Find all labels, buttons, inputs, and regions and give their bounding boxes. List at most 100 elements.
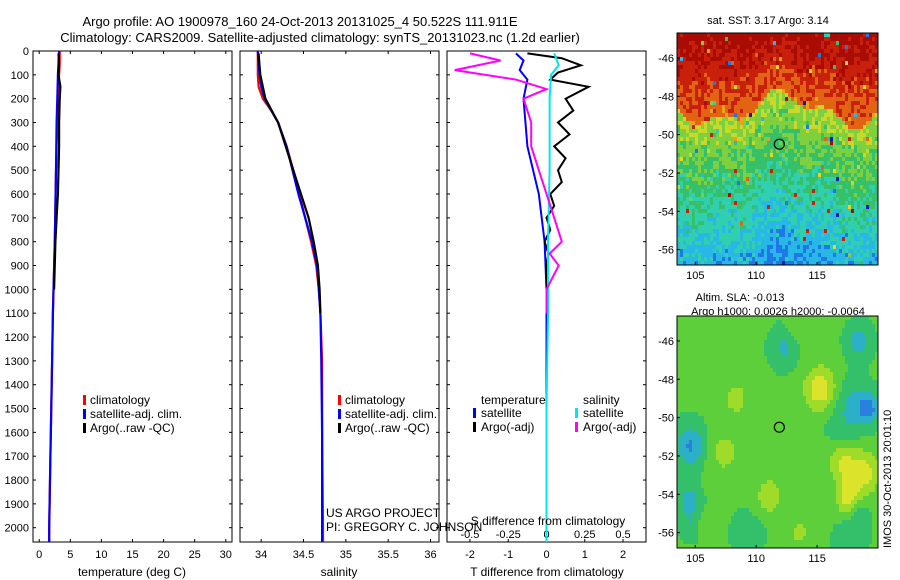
map-cell: [758, 45, 762, 50]
map-cell: [743, 153, 747, 158]
map-cell: [800, 213, 804, 218]
map-cell: [845, 125, 849, 130]
map-cell: [764, 356, 768, 361]
map-cell: [701, 189, 705, 194]
map-cell: [689, 237, 693, 242]
map-cell: [806, 89, 810, 94]
map-cell: [800, 261, 804, 266]
map-cell: [857, 105, 861, 110]
map-cell: [860, 217, 864, 222]
map-cell: [755, 328, 759, 333]
map-cell: [725, 237, 729, 242]
map-cell: [842, 209, 846, 214]
map-cell: [737, 97, 741, 102]
map-cell: [773, 149, 777, 154]
map-cell: [737, 316, 741, 321]
map-cell: [740, 153, 744, 158]
map-cell: [788, 173, 792, 178]
map-cell: [785, 352, 789, 357]
map-cell: [779, 205, 783, 210]
map-cell: [827, 193, 831, 198]
map-cell: [719, 33, 723, 38]
map-cell: [815, 133, 819, 138]
map-cell: [830, 205, 834, 210]
map-cell: [791, 57, 795, 62]
map-cell: [758, 117, 762, 122]
map-cell: [707, 217, 711, 222]
map-cell: [797, 360, 801, 365]
map-cell: [770, 173, 774, 178]
map-cell: [854, 157, 858, 162]
map-cell: [794, 253, 798, 258]
map-cell: [743, 145, 747, 150]
map-cell: [707, 161, 711, 166]
map-cell: [803, 340, 807, 345]
map-cell: [815, 121, 819, 126]
map-cell: [701, 253, 705, 258]
map-cell: [755, 245, 759, 250]
map-cell: [872, 229, 876, 234]
map-cell: [860, 193, 864, 198]
map-cell: [866, 348, 870, 353]
map-cell: [806, 352, 810, 357]
map-cell: [839, 177, 843, 182]
map-cell: [773, 81, 777, 86]
map-cell: [758, 185, 762, 190]
map-cell: [710, 344, 714, 349]
map-cell: [701, 33, 705, 38]
map-cell: [788, 89, 792, 94]
map-cell: [836, 33, 840, 38]
map-cell: [839, 344, 843, 349]
map-cell: [755, 181, 759, 186]
temperature-plot: 0 5 10 15 20 25 30: [33, 50, 232, 561]
map-cell: [680, 145, 684, 150]
map-cell: [836, 97, 840, 102]
map-cell: [818, 53, 822, 58]
map-cell: [806, 33, 810, 38]
map-cell: [749, 69, 753, 74]
map-cell: [824, 324, 828, 329]
map-cell: [752, 237, 756, 242]
map-cell: [770, 257, 774, 262]
map-cell: [716, 53, 720, 58]
map-cell: [821, 61, 825, 66]
map-cell: [845, 324, 849, 329]
map-cell: [731, 109, 735, 114]
map-cell: [860, 97, 864, 102]
map-cell: [740, 320, 744, 325]
map-cell: [815, 41, 819, 46]
map-cell: [680, 113, 684, 118]
map-cell: [686, 324, 690, 329]
map-cell: [842, 328, 846, 333]
sst-map-title: sat. SST: 3.17 Argo: 3.14: [707, 15, 829, 27]
map-cell: [731, 125, 735, 130]
map-cell: [770, 153, 774, 158]
map-cell: [803, 257, 807, 262]
map-cell: [680, 324, 684, 329]
map-cell: [716, 209, 720, 214]
map-cell: [713, 189, 717, 194]
map-cell: [791, 113, 795, 118]
map-cell: [749, 77, 753, 82]
map-cell: [866, 193, 870, 198]
map-cell: [821, 253, 825, 258]
map-cell: [677, 121, 681, 126]
map-cell: [722, 364, 726, 369]
map-cell: [731, 221, 735, 226]
map-cell: [779, 324, 783, 329]
map-cell: [863, 33, 867, 38]
map-cell: [776, 45, 780, 50]
map-cell: [794, 225, 798, 230]
map-cell: [797, 193, 801, 198]
map-cell: [686, 65, 690, 70]
map-cell: [722, 129, 726, 134]
map-cell: [749, 37, 753, 42]
map-cell: [845, 185, 849, 190]
map-cell: [698, 37, 702, 42]
map-cell: [698, 237, 702, 242]
map-cell: [788, 209, 792, 214]
map-cell: [806, 157, 810, 162]
map-cell: [794, 217, 798, 222]
map-cell: [791, 45, 795, 50]
map-cell: [677, 356, 681, 361]
